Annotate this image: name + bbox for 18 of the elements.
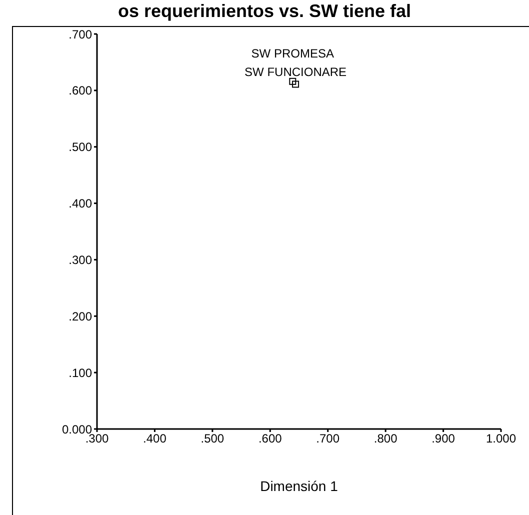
chart-title: os requerimientos vs. SW tiene fal xyxy=(116,0,412,22)
x-tick-label: 1.000 xyxy=(486,432,516,446)
x-axis-title: Dimensión 1 xyxy=(260,478,338,494)
y-tick-label: .500 xyxy=(68,140,92,154)
annotation: SW PROMESA xyxy=(251,46,334,60)
y-tick-label: .600 xyxy=(68,84,92,98)
x-tick-label: .800 xyxy=(374,432,398,446)
y-tick-label: .700 xyxy=(68,27,92,42)
y-tick-label: .400 xyxy=(68,196,92,211)
y-tick-label: .200 xyxy=(68,309,92,324)
x-tick-label: .500 xyxy=(200,432,224,446)
y-tick-label: .300 xyxy=(68,252,92,267)
annotation: SW FUNCIONARE xyxy=(244,65,347,80)
x-tick-label: .600 xyxy=(258,432,282,446)
y-tick-label: .100 xyxy=(68,366,92,380)
x-tick-label: .700 xyxy=(316,432,340,446)
x-tick-label: .900 xyxy=(432,432,456,446)
x-tick-label: .400 xyxy=(143,432,167,446)
